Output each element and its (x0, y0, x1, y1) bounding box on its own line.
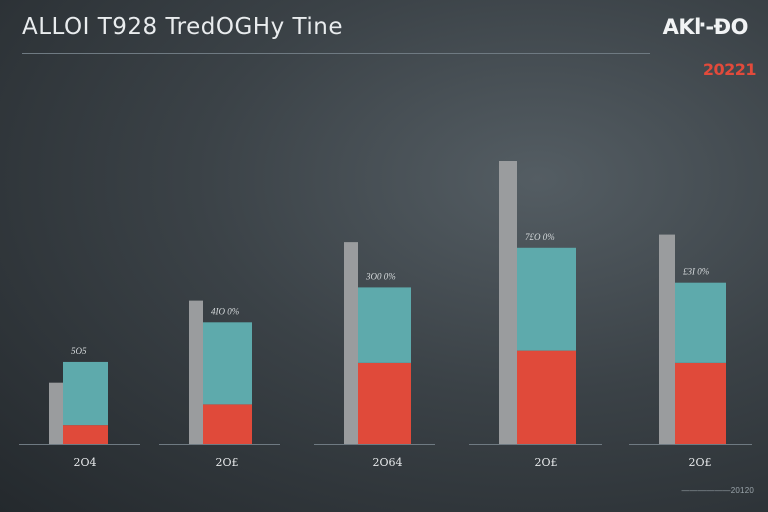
red-segment (358, 362, 411, 444)
teal-segment (517, 247, 576, 351)
value-label: 5O5 (71, 346, 87, 356)
teal-segment (63, 361, 108, 426)
footnote: ——————20120 (681, 486, 754, 495)
category-label: 2O£ (535, 456, 558, 469)
teal-segment (675, 282, 726, 363)
value-label: 3O0 0% (365, 271, 396, 281)
category-label: 2O64 (373, 456, 403, 469)
teal-segment (203, 322, 252, 405)
brand-logo: AKŀ-ĐO (662, 15, 749, 39)
red-segment (203, 404, 252, 444)
teal-segment (358, 287, 411, 363)
value-label: 7£O 0% (525, 232, 555, 242)
gray-bar (499, 161, 517, 444)
red-segment (675, 362, 726, 444)
value-label: 4IO 0% (211, 306, 239, 316)
year-label: 20221 (702, 60, 757, 79)
category-label: 2O4 (74, 456, 97, 469)
gray-bar (659, 234, 675, 444)
red-segment (63, 425, 108, 444)
category-label: 2O£ (216, 456, 239, 469)
red-segment (517, 350, 576, 444)
gray-bar (344, 242, 358, 444)
gray-bar (49, 382, 63, 444)
chart-title: ALLOI T928 TredOGHy Tine (22, 14, 343, 40)
title-divider (22, 53, 650, 54)
value-label: £3I 0% (683, 267, 709, 277)
category-label: 2O£ (689, 456, 712, 469)
gray-bar (189, 300, 203, 444)
